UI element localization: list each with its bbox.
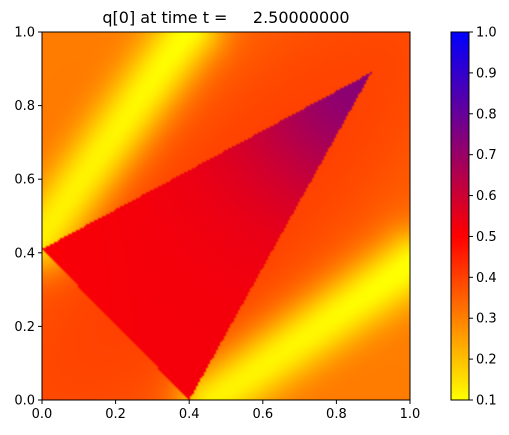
y-tick-label: 0.6 bbox=[14, 173, 35, 188]
y-axis: 0.0 0.2 0.4 0.6 0.8 1.0 bbox=[14, 26, 42, 409]
colorbar-tick-label: 0.7 bbox=[476, 148, 497, 163]
x-tick-label: 0.8 bbox=[326, 407, 347, 422]
x-tick-label: 0.6 bbox=[252, 407, 273, 422]
colorbar-tick-label: 0.1 bbox=[476, 394, 497, 409]
x-tick-label: 0.4 bbox=[179, 407, 200, 422]
x-tick-label: 0.2 bbox=[105, 407, 126, 422]
colorbar-tick-label: 0.5 bbox=[476, 230, 497, 245]
colorbar-tick-label: 0.4 bbox=[476, 271, 497, 286]
y-tick-label: 0.4 bbox=[14, 246, 35, 261]
x-axis: 0.0 0.2 0.4 0.6 0.8 1.0 bbox=[32, 400, 421, 422]
colorbar-tick-label: 0.9 bbox=[476, 66, 497, 81]
colorbar-gradient bbox=[451, 32, 469, 400]
colorbar bbox=[450, 31, 470, 401]
chart-title: q[0] at time t = 2.50000000 bbox=[102, 8, 349, 27]
y-tick-label: 0.2 bbox=[14, 320, 35, 335]
x-tick-label: 1.0 bbox=[400, 407, 421, 422]
colorbar-axis: 0.1 0.2 0.3 0.4 0.5 0.6 0.7 0.8 0.9 1.0 bbox=[469, 26, 497, 409]
colorbar-tick-label: 0.6 bbox=[476, 189, 497, 204]
x-tick-label: 0.0 bbox=[32, 407, 53, 422]
y-tick-label: 0.8 bbox=[14, 99, 35, 114]
colorbar-tick-label: 0.8 bbox=[476, 107, 497, 122]
y-tick-label: 0.0 bbox=[14, 394, 35, 409]
heatmap-plot bbox=[42, 32, 410, 400]
heatmap-image bbox=[42, 32, 410, 400]
colorbar-tick-label: 0.3 bbox=[476, 312, 497, 327]
colorbar-frame bbox=[450, 31, 470, 401]
y-tick-label: 1.0 bbox=[14, 26, 35, 41]
colorbar-tick-label: 1.0 bbox=[476, 26, 497, 41]
colorbar-tick-label: 0.2 bbox=[476, 353, 497, 368]
plot-frame bbox=[41, 31, 411, 401]
